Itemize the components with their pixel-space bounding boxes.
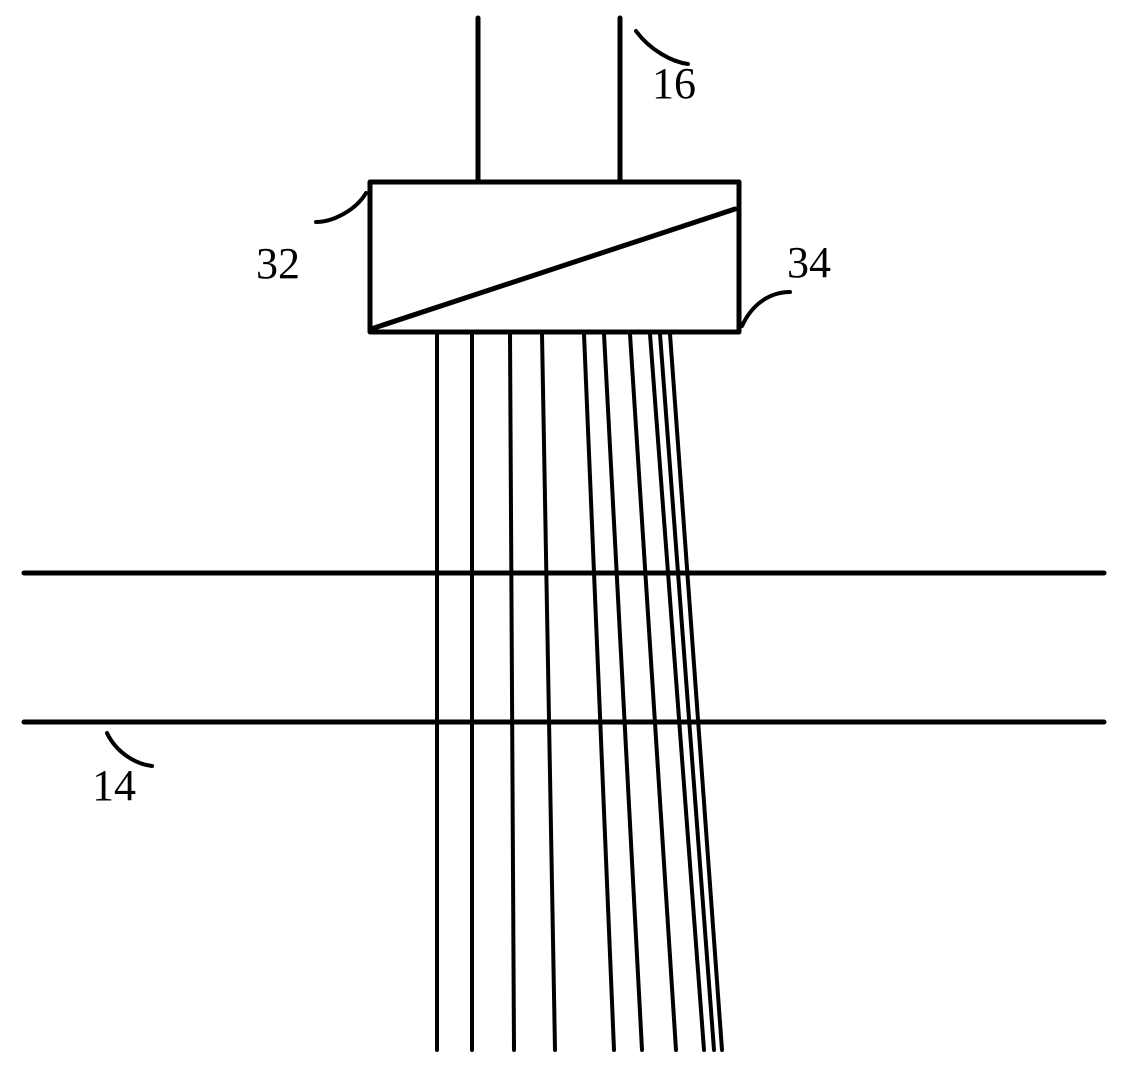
ray-line xyxy=(542,334,555,1050)
technical-diagram: 14 16 32 34 xyxy=(0,0,1123,1069)
label-16: 16 xyxy=(652,59,696,108)
label-32: 32 xyxy=(256,239,300,288)
leader-32 xyxy=(316,193,366,222)
ray-line xyxy=(510,334,514,1050)
label-34: 34 xyxy=(787,238,831,287)
label-14: 14 xyxy=(92,761,136,810)
leader-34 xyxy=(742,292,790,326)
